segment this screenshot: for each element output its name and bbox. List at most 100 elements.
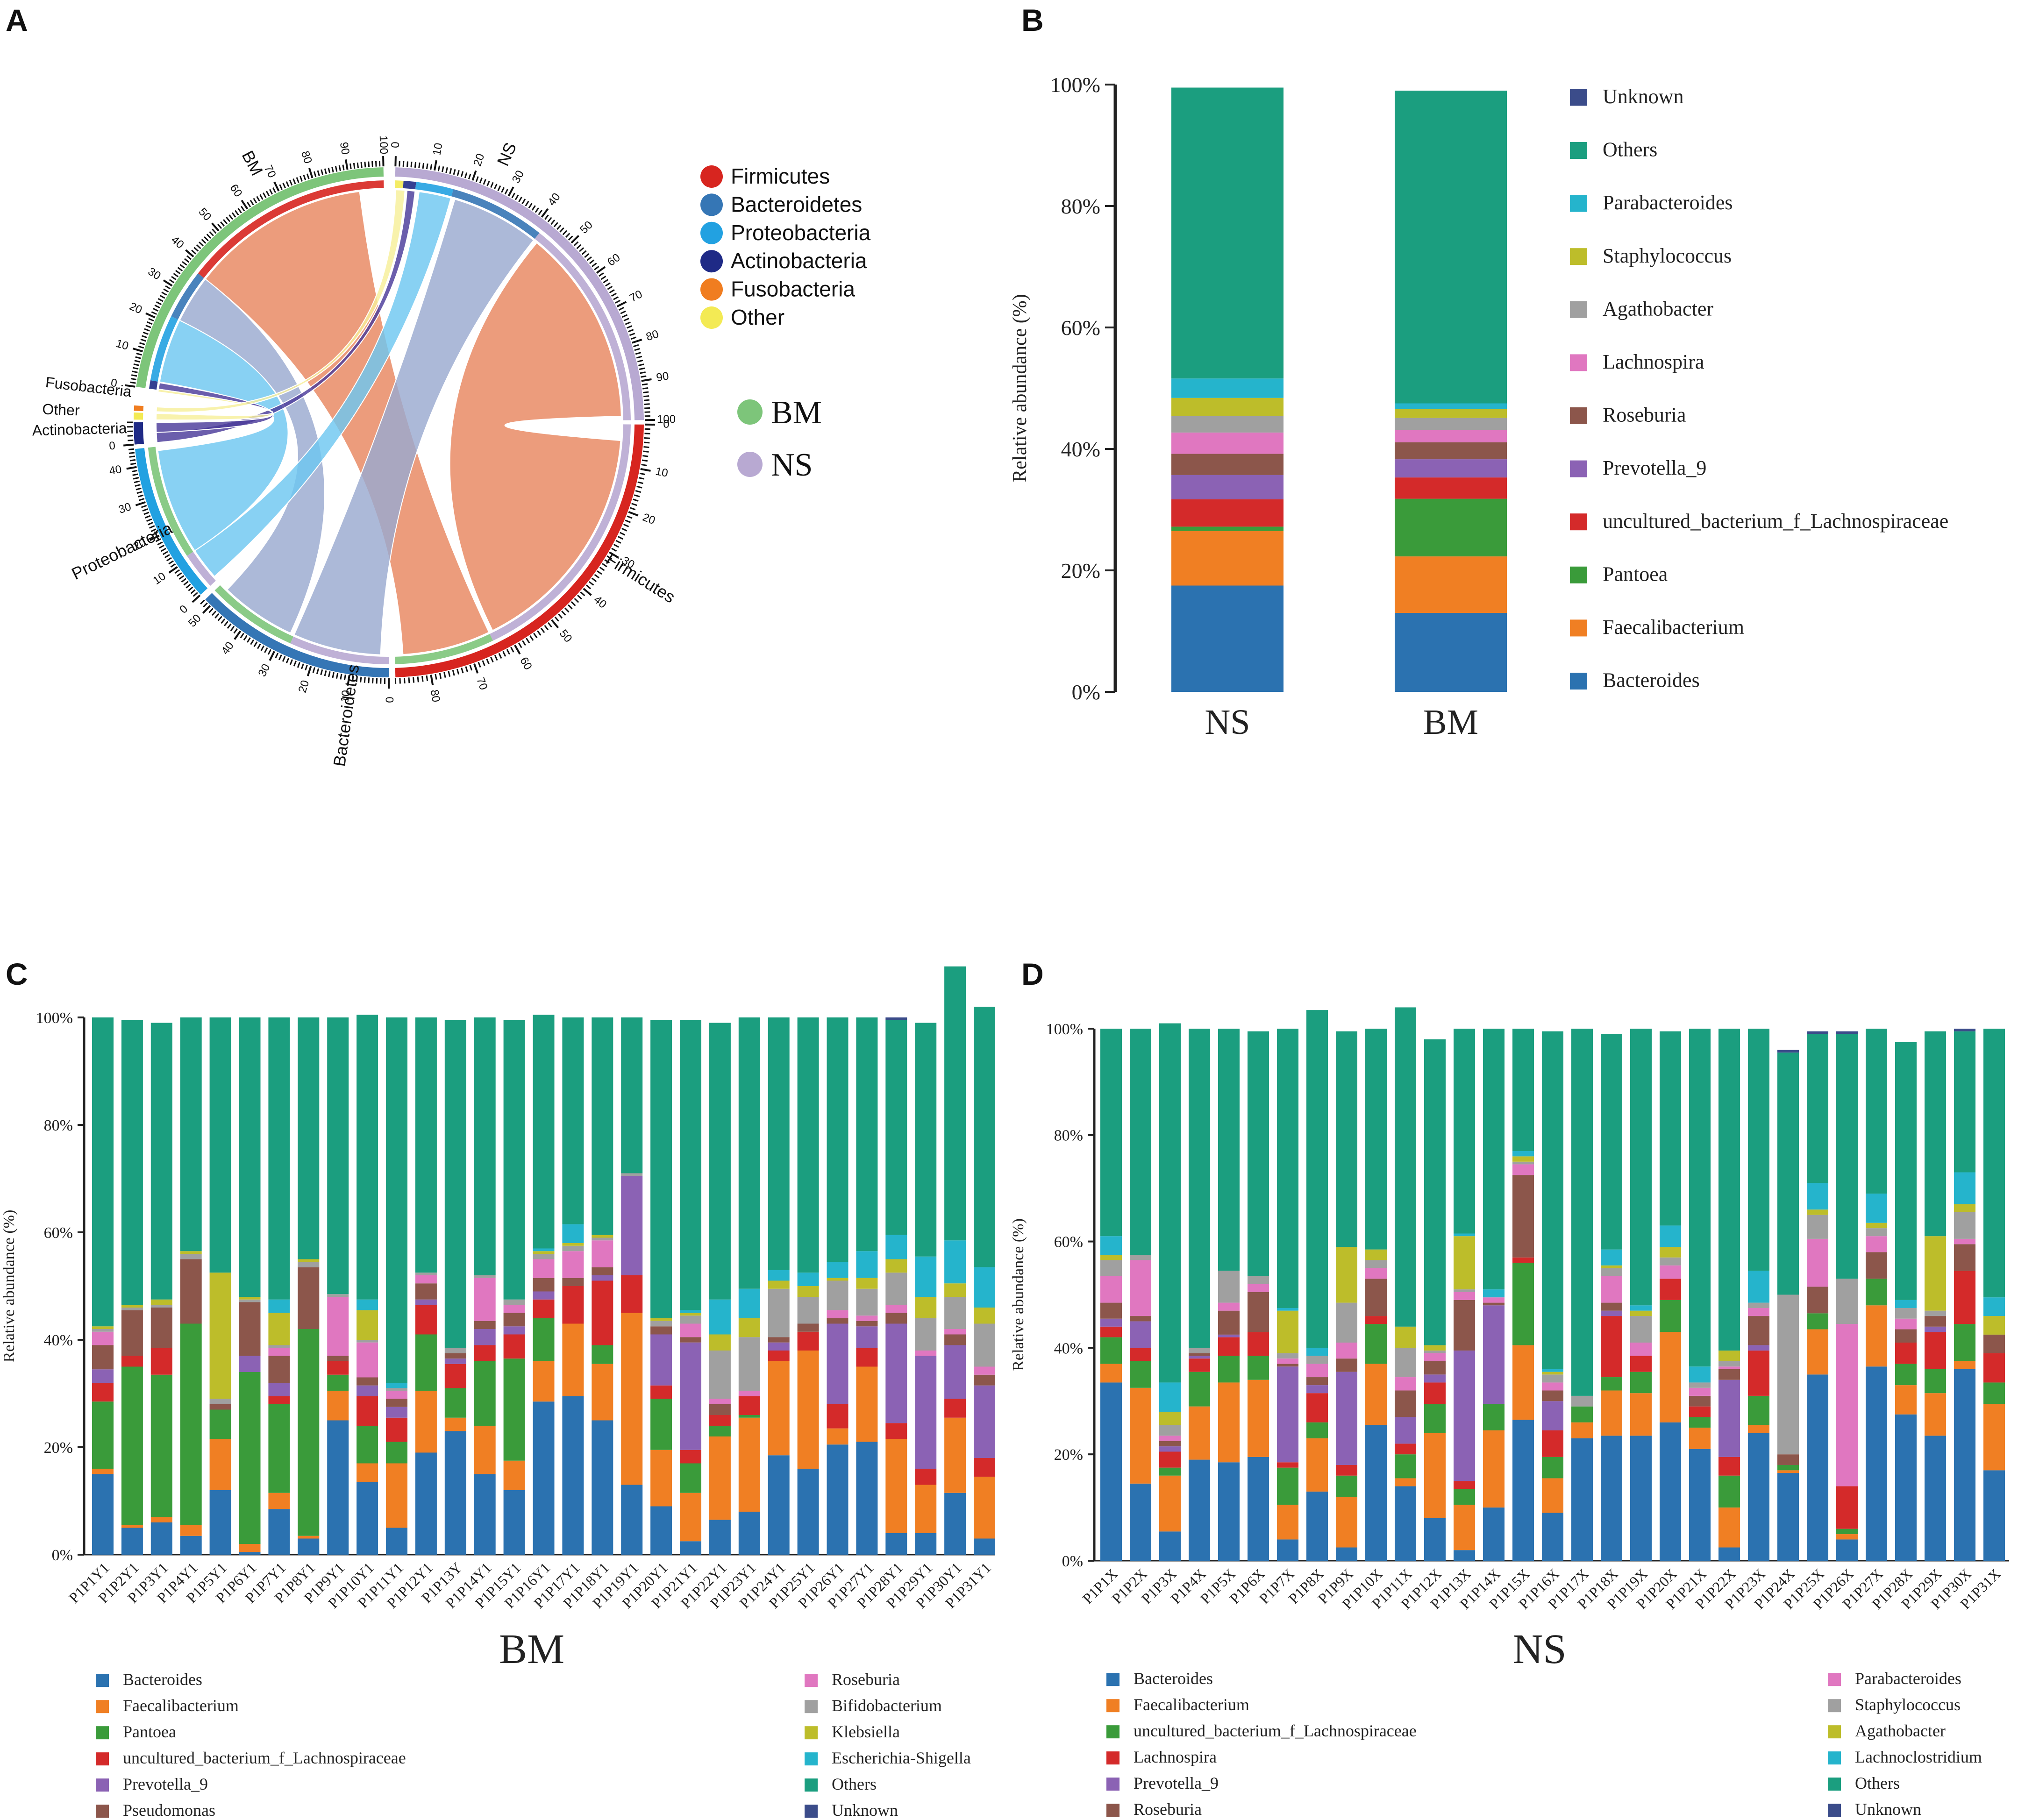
bar-segment-uncultured-bacterium-f-lachnospiraceae: [1100, 1337, 1122, 1364]
bar-segment-prevotella-9: [1925, 1326, 1946, 1332]
minor-tick: [426, 675, 428, 682]
bar-segment-parabacteroides: [1512, 1164, 1534, 1175]
minor-tick: [211, 611, 217, 616]
bar-segment-bacteroides: [768, 1455, 790, 1555]
bar-segment-bacteroides: [1748, 1433, 1769, 1561]
bar-segment-uncultured-bacterium-f-lachnospiraceae: [1895, 1364, 1917, 1386]
major-tick: [596, 266, 606, 274]
bar-segment-pantoea: [1171, 526, 1284, 531]
bar-segment-bifidobacterium: [974, 1323, 995, 1367]
bar-segment-prevotella-9: [1277, 1366, 1298, 1463]
minor-tick: [200, 599, 205, 605]
minor-tick: [573, 241, 579, 247]
bar-segment-lachnospira: [1424, 1382, 1446, 1404]
minor-tick: [132, 473, 138, 476]
bar-segment-others: [1130, 1029, 1151, 1255]
bar-segment-faecalibacterium: [1277, 1505, 1298, 1540]
legend-label-unknown: Unknown: [1855, 1800, 1921, 1819]
sector-label-ns: NS: [493, 140, 520, 169]
minor-tick: [554, 616, 559, 622]
group-dot-ns: [737, 452, 763, 477]
minor-tick: [159, 544, 165, 549]
bar-segment-roseburia: [1365, 1279, 1387, 1316]
bar-segment-parabacteroides: [1454, 1292, 1475, 1300]
bar-segment-faecalibacterium: [1218, 1382, 1240, 1463]
chart-d-ns-samples: 0% 20% 40% 60% 80% 100% Relative abundance (%)…: [1010, 1007, 2009, 1819]
legend-label-others: Others: [1603, 138, 1657, 161]
bar-segment-prevotella-9: [1395, 1417, 1416, 1444]
minor-tick: [403, 677, 406, 684]
bar-segment-uncultured-bacterium-f-lachnospiraceae: [562, 1286, 584, 1324]
legend-swatch-bacteroides: [96, 1674, 109, 1687]
bar-segment-faecalibacterium: [357, 1463, 378, 1482]
minor-tick: [217, 616, 222, 621]
bar-segment-faecalibacterium: [444, 1417, 466, 1431]
major-tick: [273, 181, 280, 192]
panel-letter-b: B: [1021, 3, 1044, 37]
minor-tick: [257, 643, 261, 649]
arc-proteobacteria: [135, 448, 208, 595]
bar-segment-bifidobacterium: [503, 1299, 525, 1305]
minor-tick: [175, 270, 181, 275]
minor-tick: [580, 591, 585, 597]
bar-segment-lachnospira: [1277, 1462, 1298, 1468]
minor-tick: [160, 547, 166, 552]
bar-segment-lachnoclostridium: [1630, 1305, 1652, 1311]
chord-arcs: [134, 167, 644, 677]
major-tick: [632, 339, 642, 344]
bar-segment-lachnoclostridium: [1689, 1366, 1711, 1383]
minor-tick: [201, 239, 207, 244]
bar-segment-bifidobacterium: [386, 1388, 407, 1391]
bar-segment-klebsiella: [239, 1297, 261, 1300]
bar-segment-faecalibacterium: [1248, 1379, 1269, 1457]
bar-segment-faecalibacterium: [709, 1436, 731, 1520]
bar-segment-others: [562, 1017, 584, 1224]
minor-tick: [240, 206, 245, 212]
legend-swatch-faecalibacterium: [1106, 1699, 1120, 1713]
minor-tick: [139, 498, 145, 501]
bar-segment-pseudomonas: [415, 1283, 437, 1300]
legend-swatch-roseburia: [1570, 407, 1587, 424]
bar-segment-others: [768, 1017, 790, 1270]
bar-segment-prevotella-9: [268, 1383, 290, 1396]
minor-tick: [547, 622, 552, 628]
minor-tick: [134, 480, 140, 483]
bar-segment-agathobacter: [1424, 1345, 1446, 1351]
chart-b-summary-bars: 0% 20% 40% 60% 80% 100% Relative abundance (%)…: [1009, 73, 1948, 742]
minor-tick: [502, 651, 506, 657]
bar-segment-staphylococcus: [1954, 1212, 1975, 1239]
minor-tick: [324, 670, 327, 676]
bar-segment-others: [1171, 87, 1284, 379]
tick-label-ns: 90: [656, 370, 670, 384]
sector-label-bacteroidetes: Bacteroidetes: [329, 663, 363, 768]
legend-label-agathobacter: Agathobacter: [1855, 1721, 1946, 1740]
bar-segment-uncultured-bacterium-f-lachnospiraceae: [503, 1334, 525, 1359]
minor-tick: [279, 184, 283, 190]
minor-tick: [483, 179, 486, 185]
bar-segment-roseburia: [1983, 1334, 2005, 1353]
major-tick: [125, 384, 135, 388]
bar-segment-prevotella-9: [1719, 1379, 1740, 1457]
bar-segment-lachnospira: [1395, 1443, 1416, 1455]
minor-tick: [335, 673, 339, 679]
bar-segment-bifidobacterium: [680, 1315, 701, 1324]
bar-segment-agathobacter: [1336, 1246, 1357, 1303]
bar-segment-agathobacter: [1866, 1223, 1887, 1229]
minor-tick: [162, 551, 168, 555]
minor-tick: [643, 450, 649, 453]
bar-segment-uncultured-bacterium-f-lachnospiraceae: [1836, 1529, 1858, 1535]
bar-segment-faecalibacterium: [974, 1477, 995, 1539]
bar-segment-others: [1836, 1034, 1858, 1279]
minor-tick: [135, 487, 142, 491]
bar-segment-bifidobacterium: [474, 1275, 496, 1278]
bar-segment-pseudomonas: [680, 1337, 701, 1343]
bar-segment-others: [1306, 1010, 1328, 1348]
minor-tick: [574, 598, 579, 603]
bar-segment-others: [415, 1017, 437, 1273]
minor-tick: [212, 228, 217, 234]
bar-segment-uncultured-bacterium-f-lachnospiraceae: [1601, 1377, 1622, 1391]
minor-tick: [518, 196, 522, 202]
bar-segment-lachnospira: [1336, 1465, 1357, 1476]
bar-segment-roseburia: [592, 1240, 613, 1267]
bar-segment-uncultured-bacterium-f-lachnospiraceae: [856, 1348, 878, 1367]
